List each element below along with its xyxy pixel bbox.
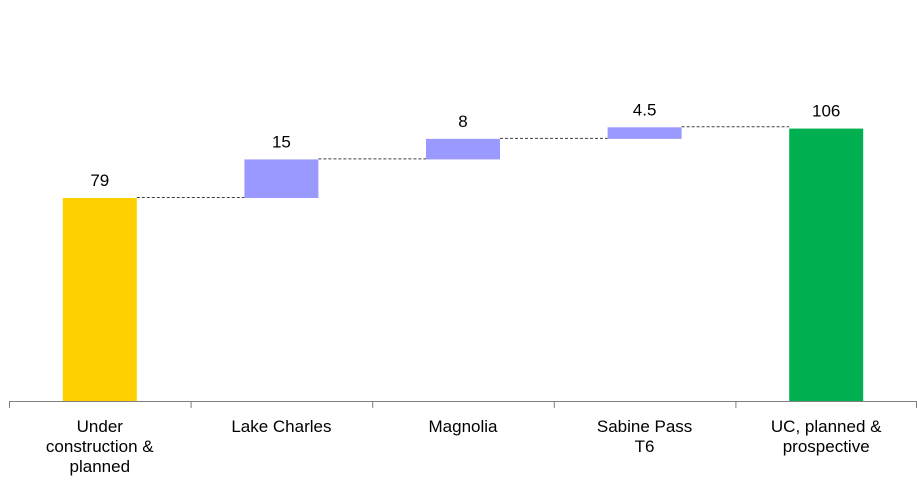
category-label-5: UC, planned & prospective bbox=[771, 417, 882, 456]
category-label-2: Lake Charles bbox=[231, 417, 331, 436]
bar-1 bbox=[62, 197, 137, 401]
value-label-5: 106 bbox=[812, 102, 840, 121]
bar-2 bbox=[244, 159, 319, 198]
value-label-4: 4.5 bbox=[633, 100, 657, 119]
value-label-1: 79 bbox=[90, 171, 109, 190]
bar-5 bbox=[789, 128, 864, 401]
value-label-3: 8 bbox=[458, 112, 467, 131]
value-labels: 79 15 8 4.5 106 bbox=[90, 100, 840, 190]
category-label-1: Under construction & planned bbox=[46, 417, 154, 476]
category-labels: Under construction & planned Lake Charles Ma… bbox=[46, 417, 882, 476]
connector-lines bbox=[136, 126, 790, 198]
value-label-2: 15 bbox=[272, 132, 291, 151]
bar-4 bbox=[607, 127, 682, 139]
bars bbox=[62, 127, 864, 401]
bar-3 bbox=[426, 138, 500, 160]
x-axis bbox=[9, 401, 917, 408]
category-label-4: Sabine Pass T6 bbox=[597, 417, 692, 456]
category-label-3: Magnolia bbox=[429, 417, 499, 436]
